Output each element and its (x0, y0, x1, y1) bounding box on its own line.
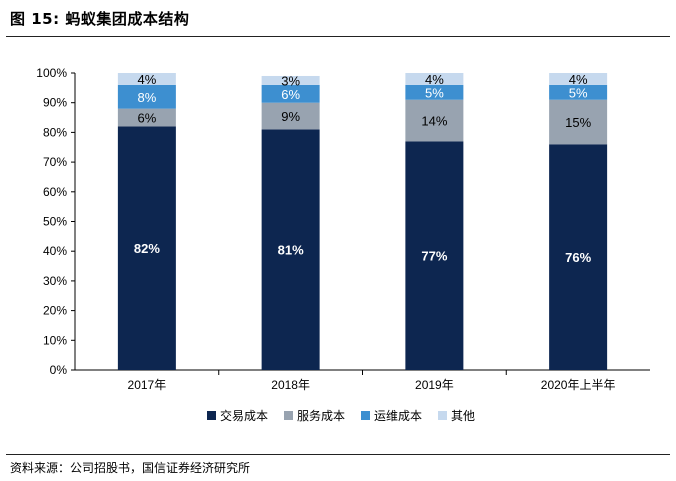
y-tick-label: 50% (43, 215, 67, 229)
bar-segment (549, 84, 608, 100)
source-note: 资料来源：公司招股书，国信证券经济研究所 (10, 461, 251, 475)
y-tick-label: 30% (43, 274, 67, 288)
y-tick-label: 80% (43, 125, 67, 139)
data-label: 8% (137, 90, 156, 105)
data-label: 15% (565, 115, 591, 130)
x-tick-label: 2019年 (415, 378, 454, 392)
legend-swatch (284, 411, 293, 420)
y-axis: 0% 10% 20% 30% 40% 50% 60% 70% 80% 90% 100% (36, 66, 76, 377)
data-label: 5% (569, 85, 588, 100)
bar-segment (261, 129, 320, 370)
x-tick-label: 2018年 (271, 378, 310, 392)
bar-segment (405, 84, 464, 100)
chart-legend: 交易成本 服务成本 运维成本 其他 (207, 408, 475, 423)
data-label: 4% (569, 72, 588, 87)
x-tick-label: 2017年 (128, 378, 167, 392)
data-label: 4% (425, 72, 444, 87)
bar-segment (117, 108, 176, 127)
bar-segment (405, 99, 464, 142)
bar-segment (549, 73, 608, 85)
data-label: 6% (137, 111, 156, 126)
bar-segment (549, 144, 608, 370)
bar-segment (405, 141, 464, 370)
data-label: 76% (565, 250, 591, 265)
y-tick-label: 90% (43, 96, 67, 110)
legend-label: 运维成本 (374, 409, 422, 423)
bar-segment (405, 73, 464, 85)
bar-segment (117, 84, 176, 109)
data-label: 4% (137, 72, 156, 87)
bar-segment (261, 84, 320, 103)
y-tick-label: 10% (43, 333, 67, 347)
legend-label: 交易成本 (220, 408, 268, 423)
legend-swatch (438, 411, 447, 420)
data-label: 6% (281, 87, 300, 102)
bar-segment (261, 102, 320, 130)
y-tick-label: 60% (43, 185, 67, 199)
bar-segment (261, 75, 320, 85)
data-label: 5% (425, 85, 444, 100)
y-tick-label: 70% (43, 155, 67, 169)
data-label: 3% (281, 73, 300, 88)
source-rule (6, 454, 670, 455)
x-tick-label: 2020年上半年 (541, 378, 616, 392)
data-label: 77% (421, 249, 447, 264)
title-rule (6, 36, 670, 37)
bar-segment (549, 99, 608, 145)
stacked-bar-chart: 0%10%20%30%40%50%60%70%80%90%100% 2017年 2… (36, 66, 650, 423)
bar-segment (117, 73, 176, 85)
bar-series-group: 82%6%8%4%81%9%6%3%77%14%5%4%76%15%5%4% (117, 72, 608, 371)
bar-segment (117, 126, 176, 371)
y-tick-label: 40% (43, 244, 67, 258)
y-tick-label: 0% (50, 363, 68, 377)
data-label: 9% (281, 109, 300, 124)
x-axis: 2017年 2018年 2019年 2020年上半年 (75, 369, 650, 392)
data-label: 14% (421, 114, 447, 129)
legend-label: 其他 (451, 409, 475, 423)
legend-label: 服务成本 (297, 408, 345, 423)
y-tick-label: 100% (36, 66, 67, 80)
data-label: 81% (278, 243, 304, 258)
legend-swatch (361, 411, 370, 420)
y-tick-label: 20% (43, 304, 67, 318)
figure-title: 图 15: 蚂蚁集团成本结构 (10, 10, 190, 28)
legend-swatch (207, 411, 216, 420)
data-label: 82% (134, 241, 160, 256)
